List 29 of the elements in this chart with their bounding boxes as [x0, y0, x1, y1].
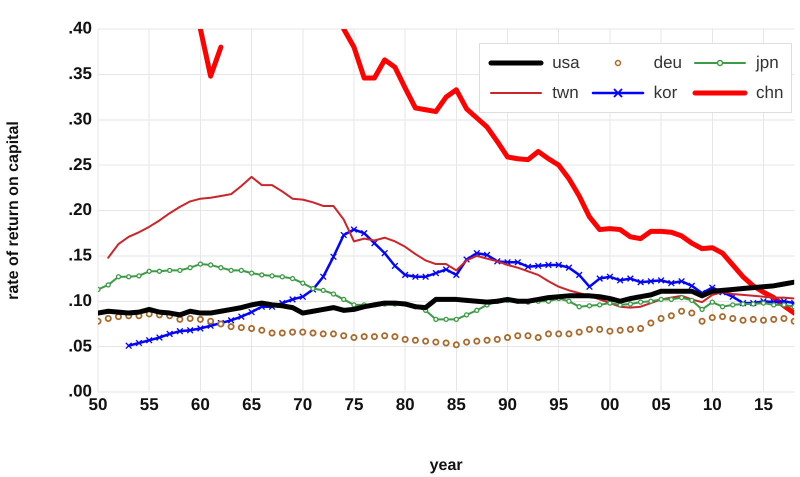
- y-tick-label: .35: [68, 64, 92, 84]
- y-tick-label: .15: [68, 246, 92, 265]
- y-tick-label: .30: [68, 109, 92, 128]
- y-axis-title: rate of return on capital: [5, 121, 22, 300]
- x-tick-label: 10: [702, 394, 722, 414]
- y-tick-label: .25: [68, 154, 92, 174]
- x-tick-label: 80: [396, 394, 415, 414]
- x-tick-label: 55: [140, 394, 159, 414]
- legend-label: usa: [552, 53, 580, 73]
- x-tick-label: 70: [293, 394, 312, 414]
- legend-label: twn: [552, 83, 579, 103]
- legend-label: kor: [654, 83, 678, 103]
- x-tick-label: 65: [242, 394, 262, 414]
- x-tick-label: 00: [600, 394, 620, 414]
- y-tick-label: .20: [68, 200, 92, 220]
- x-tick-label: 95: [549, 394, 568, 414]
- x-tick-label: 60: [190, 394, 210, 414]
- x-tick-label: 75: [344, 394, 364, 414]
- legend-label: deu: [654, 53, 682, 73]
- y-tick-label: .40: [68, 18, 92, 38]
- x-tick-label: 85: [446, 394, 466, 414]
- y-tick-label: .05: [68, 336, 92, 356]
- x-tick-label: 05: [652, 394, 671, 414]
- x-tick-label: 15: [754, 394, 773, 414]
- y-tick-label: .10: [68, 290, 92, 310]
- legend-label: jpn: [756, 53, 779, 73]
- legend-label: chn: [756, 83, 784, 103]
- x-tick-label: 90: [498, 394, 517, 414]
- x-axis-title: year: [430, 456, 463, 474]
